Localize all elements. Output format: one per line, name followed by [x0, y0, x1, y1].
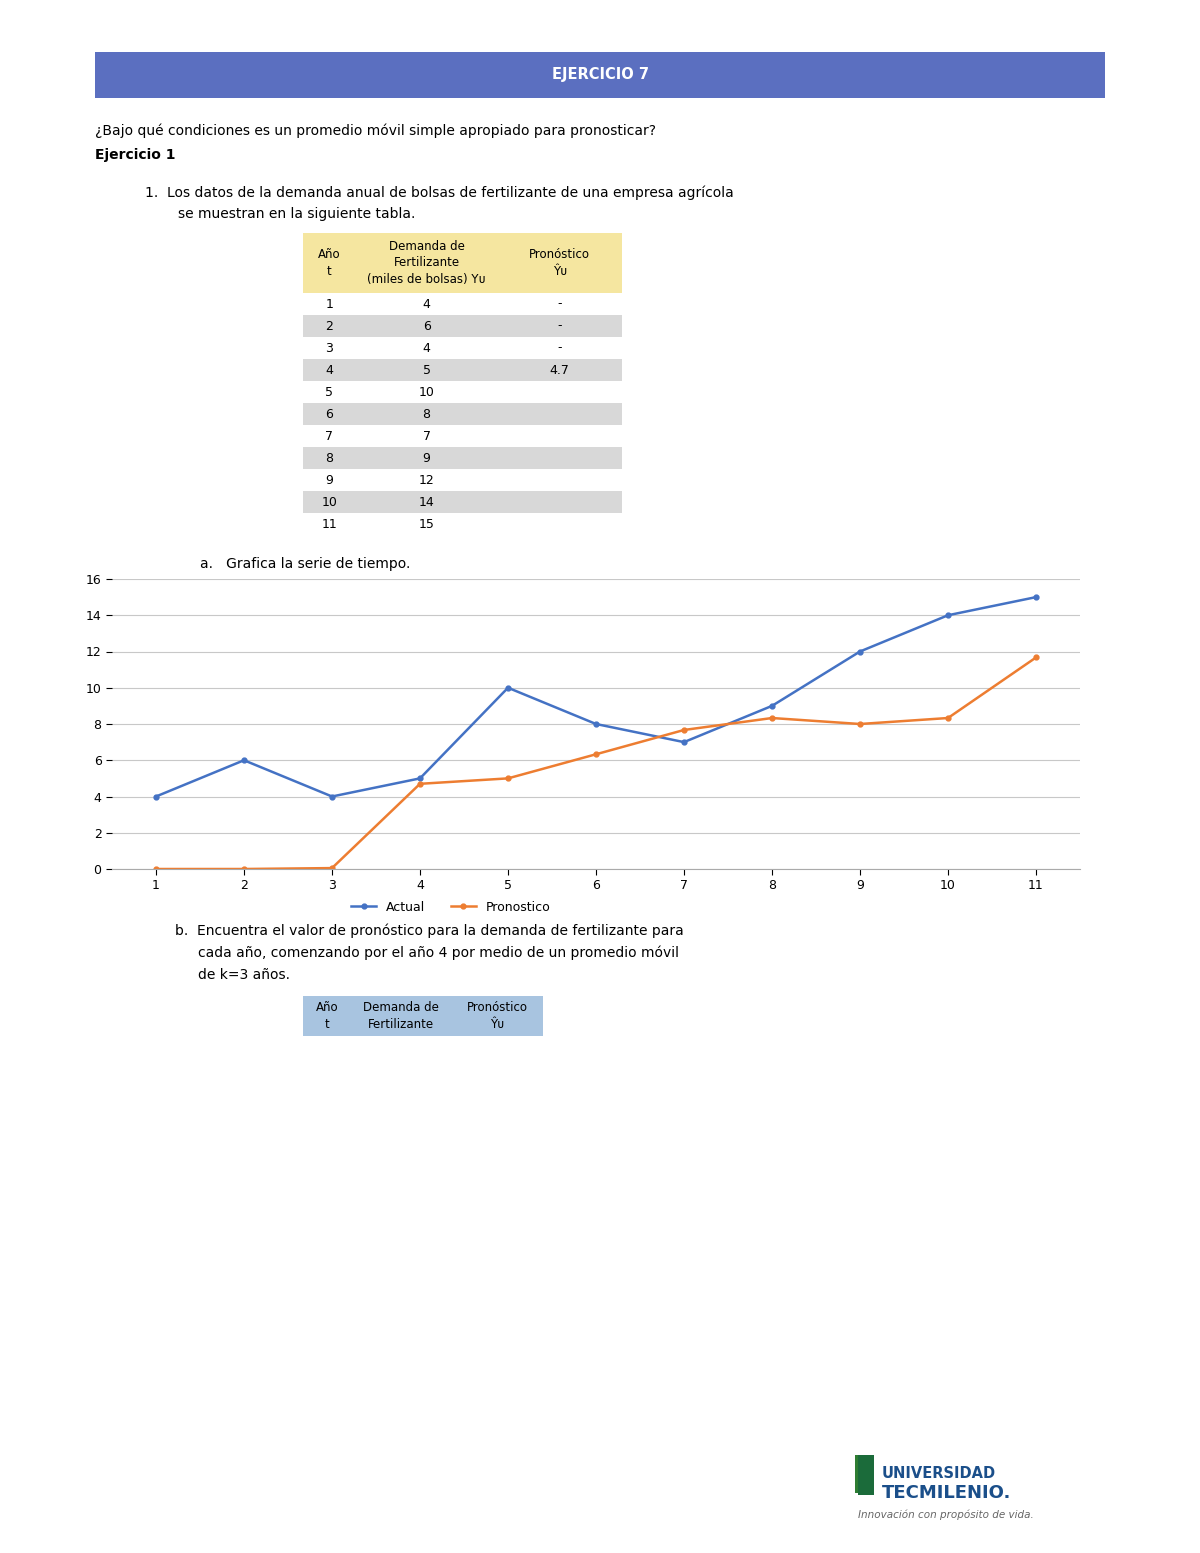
Text: 8: 8: [325, 452, 334, 464]
Text: 6: 6: [325, 407, 334, 421]
Bar: [95, 51, 1105, 98]
Text: 4: 4: [422, 298, 431, 311]
Text: Pronóstico
Ŷᴜ: Pronóstico Ŷᴜ: [467, 1002, 528, 1031]
Bar: [854, 1455, 866, 1492]
Text: cada año, comenzando por el año 4 por medio de un promedio móvil: cada año, comenzando por el año 4 por me…: [198, 946, 679, 960]
Bar: [302, 402, 622, 426]
Text: -: -: [558, 320, 562, 332]
Actual: [677, 733, 691, 752]
Text: Ejercicio 1: Ejercicio 1: [95, 148, 175, 162]
Text: EJERCICIO 7: EJERCICIO 7: [552, 67, 648, 82]
Bar: [302, 512, 622, 534]
Line: Pronostico: Pronostico: [154, 655, 1038, 871]
Text: TECMILENIO.: TECMILENIO.: [882, 1485, 1012, 1502]
Pronostico: [325, 859, 340, 877]
Bar: [302, 233, 622, 294]
Pronostico: [853, 714, 868, 733]
Bar: [302, 359, 622, 380]
Text: 4: 4: [325, 363, 334, 376]
Pronostico: [413, 775, 427, 794]
Actual: [236, 752, 251, 770]
Text: 5: 5: [325, 385, 334, 399]
Pronostico: [1028, 648, 1043, 666]
Pronostico: [236, 860, 251, 879]
Pronostico: [500, 769, 515, 787]
Text: 4.7: 4.7: [550, 363, 570, 376]
Text: Año
t: Año t: [318, 248, 341, 278]
Actual: [941, 606, 955, 624]
Bar: [302, 315, 622, 337]
Actual: [500, 679, 515, 697]
Bar: [302, 426, 622, 447]
Text: Demanda de
Fertilizante: Demanda de Fertilizante: [364, 1002, 439, 1031]
Actual: [853, 643, 868, 662]
Bar: [302, 447, 622, 469]
Bar: [858, 1455, 874, 1496]
Text: 5: 5: [422, 363, 431, 376]
Actual: [149, 787, 163, 806]
Text: a.   Grafica la serie de tiempo.: a. Grafica la serie de tiempo.: [200, 558, 410, 572]
Text: b.  Encuentra el valor de pronóstico para la demanda de fertilizante para: b. Encuentra el valor de pronóstico para…: [175, 924, 684, 938]
Text: 9: 9: [325, 474, 334, 486]
Text: 15: 15: [419, 517, 434, 531]
Text: 7: 7: [422, 430, 431, 443]
Bar: [302, 294, 622, 315]
Actual: [1028, 587, 1043, 606]
Legend: Actual, Pronostico: Actual, Pronostico: [347, 896, 556, 918]
Text: -: -: [558, 298, 562, 311]
Text: 4: 4: [422, 342, 431, 354]
Text: 11: 11: [322, 517, 337, 531]
Text: 8: 8: [422, 407, 431, 421]
Text: Demanda de
Fertilizante
(miles de bolsas) Yᴜ: Demanda de Fertilizante (miles de bolsas…: [367, 239, 486, 286]
Pronostico: [589, 745, 604, 764]
Text: -: -: [558, 342, 562, 354]
Text: se muestran en la siguiente tabla.: se muestran en la siguiente tabla.: [178, 207, 415, 221]
Text: 7: 7: [325, 430, 334, 443]
Text: 3: 3: [325, 342, 334, 354]
Bar: [302, 995, 542, 1036]
Text: 1.  Los datos de la demanda anual de bolsas de fertilizante de una empresa agríc: 1. Los datos de la demanda anual de bols…: [145, 185, 733, 199]
Text: ¿Bajo qué condiciones es un promedio móvil simple apropiado para pronosticar?: ¿Bajo qué condiciones es un promedio móv…: [95, 123, 656, 138]
Actual: [413, 769, 427, 787]
Pronostico: [764, 708, 779, 727]
Text: 10: 10: [322, 495, 337, 508]
Text: UNIVERSIDAD: UNIVERSIDAD: [882, 1466, 996, 1480]
Text: 12: 12: [419, 474, 434, 486]
Text: 9: 9: [422, 452, 431, 464]
Text: 2: 2: [325, 320, 334, 332]
Bar: [302, 469, 622, 491]
Text: Pronóstico
Ŷᴜ: Pronóstico Ŷᴜ: [529, 248, 590, 278]
Text: 14: 14: [419, 495, 434, 508]
Text: 6: 6: [422, 320, 431, 332]
Bar: [302, 380, 622, 402]
Text: Año
t: Año t: [316, 1002, 338, 1031]
Actual: [325, 787, 340, 806]
Bar: [302, 337, 622, 359]
Line: Actual: Actual: [154, 595, 1038, 798]
Actual: [589, 714, 604, 733]
Pronostico: [677, 721, 691, 739]
Pronostico: [149, 860, 163, 879]
Text: 10: 10: [419, 385, 434, 399]
Actual: [764, 697, 779, 716]
Bar: [302, 491, 622, 512]
Pronostico: [941, 708, 955, 727]
Text: Innovación con propósito de vida.: Innovación con propósito de vida.: [858, 1510, 1033, 1520]
Text: 1: 1: [325, 298, 334, 311]
Text: de k=3 años.: de k=3 años.: [198, 968, 290, 981]
